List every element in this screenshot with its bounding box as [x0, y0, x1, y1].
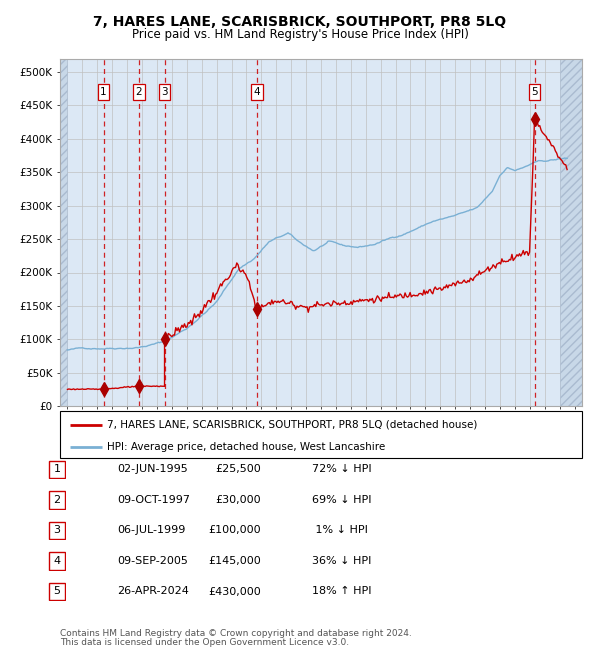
Text: 1% ↓ HPI: 1% ↓ HPI: [312, 525, 368, 536]
Text: £30,000: £30,000: [215, 495, 261, 505]
Text: £430,000: £430,000: [208, 586, 261, 597]
Text: 7, HARES LANE, SCARISBRICK, SOUTHPORT, PR8 5LQ: 7, HARES LANE, SCARISBRICK, SOUTHPORT, P…: [94, 15, 506, 29]
Text: 09-OCT-1997: 09-OCT-1997: [117, 495, 190, 505]
Text: 02-JUN-1995: 02-JUN-1995: [117, 464, 188, 474]
Bar: [560, 58, 582, 406]
Text: 18% ↑ HPI: 18% ↑ HPI: [312, 586, 371, 597]
FancyBboxPatch shape: [49, 552, 65, 569]
Text: Price paid vs. HM Land Registry's House Price Index (HPI): Price paid vs. HM Land Registry's House …: [131, 28, 469, 41]
Text: 4: 4: [53, 556, 61, 566]
Text: 26-APR-2024: 26-APR-2024: [117, 586, 189, 597]
Text: 69% ↓ HPI: 69% ↓ HPI: [312, 495, 371, 505]
Text: 36% ↓ HPI: 36% ↓ HPI: [312, 556, 371, 566]
Text: 06-JUL-1999: 06-JUL-1999: [117, 525, 185, 536]
Text: 72% ↓ HPI: 72% ↓ HPI: [312, 464, 371, 474]
Text: 5: 5: [531, 87, 538, 97]
Text: 5: 5: [53, 586, 61, 597]
FancyBboxPatch shape: [49, 491, 65, 508]
Text: Contains HM Land Registry data © Crown copyright and database right 2024.: Contains HM Land Registry data © Crown c…: [60, 629, 412, 638]
Text: 09-SEP-2005: 09-SEP-2005: [117, 556, 188, 566]
Text: 4: 4: [253, 87, 260, 97]
Text: 3: 3: [161, 87, 168, 97]
Text: 3: 3: [53, 525, 61, 536]
FancyBboxPatch shape: [60, 411, 582, 458]
Text: 2: 2: [53, 495, 61, 505]
Text: 2: 2: [135, 87, 142, 97]
Text: 7, HARES LANE, SCARISBRICK, SOUTHPORT, PR8 5LQ (detached house): 7, HARES LANE, SCARISBRICK, SOUTHPORT, P…: [107, 419, 478, 430]
Text: HPI: Average price, detached house, West Lancashire: HPI: Average price, detached house, West…: [107, 441, 385, 452]
Bar: [60, 58, 67, 406]
Text: £25,500: £25,500: [215, 464, 261, 474]
Text: 1: 1: [53, 464, 61, 474]
FancyBboxPatch shape: [49, 582, 65, 601]
Text: £100,000: £100,000: [208, 525, 261, 536]
Text: £145,000: £145,000: [208, 556, 261, 566]
FancyBboxPatch shape: [49, 521, 65, 540]
Text: 1: 1: [100, 87, 107, 97]
FancyBboxPatch shape: [49, 460, 65, 478]
Text: This data is licensed under the Open Government Licence v3.0.: This data is licensed under the Open Gov…: [60, 638, 349, 647]
